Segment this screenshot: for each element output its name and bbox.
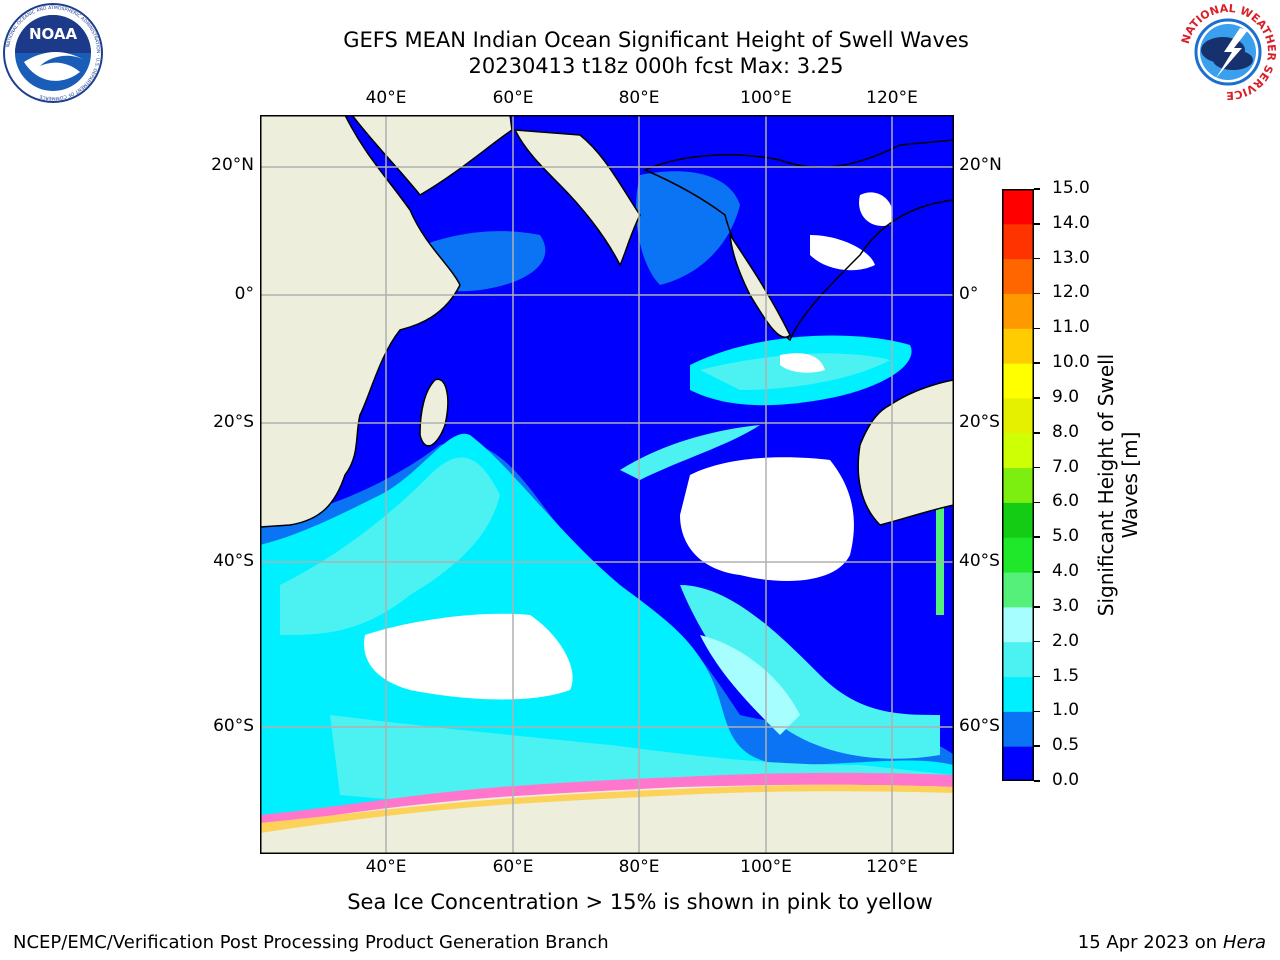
footer-credit: NCEP/EMC/Verification Post Processing Pr… — [13, 932, 609, 953]
colorbar-segment — [1002, 328, 1034, 364]
colorbar-tick — [1034, 466, 1040, 469]
colorbar-label: Significant Height of Swell Waves [m] — [1094, 353, 1142, 617]
colorbar-tick-label: 0.0 — [1052, 770, 1080, 790]
graticule — [260, 115, 954, 854]
colorbar-tick — [1034, 571, 1040, 573]
noaa-logo: NOAA NATIONAL OCEANIC AND ATMOSPHERIC AD… — [2, 2, 104, 108]
colorbar — [1002, 189, 1034, 781]
footer-host: Hera — [1222, 932, 1266, 953]
top-lon-tick-label: 40°E — [365, 88, 407, 108]
top-lon-tick-label: 60°E — [492, 88, 534, 108]
top-lon-tick-label: 120°E — [866, 88, 918, 108]
colorbar-segment — [1002, 606, 1034, 643]
colorbar-tick-label: 13.0 — [1052, 247, 1090, 268]
sea-ice-note: Sea Ice Concentration > 15% is shown in … — [347, 890, 933, 914]
colorbar-tick-label: 3.0 — [1052, 595, 1080, 616]
forecast-info: 20230413 t18z 000h fcst Max: 3.25 — [468, 54, 844, 78]
colorbar-tick — [1034, 327, 1040, 330]
colorbar-tick-label: 8.0 — [1052, 421, 1080, 442]
colorbar-tick — [1034, 292, 1040, 295]
svg-text:NOAA: NOAA — [29, 25, 78, 43]
nws-logo: NATIONAL WEATHER SERVICE — [1178, 2, 1278, 106]
colorbar-segment — [1002, 711, 1034, 747]
no-data-regions — [364, 192, 893, 700]
colorbar-tick — [1034, 257, 1040, 260]
colorbar-tick — [1034, 397, 1040, 399]
colorbar-tick-label: 4.0 — [1052, 561, 1080, 582]
sea-ice-band — [260, 772, 954, 827]
left-lat-tick-label: 60°S — [213, 716, 254, 736]
map-frame — [260, 115, 954, 854]
colorbar-segment — [1002, 467, 1034, 503]
chart-title: GEFS MEAN Indian Ocean Significant Heigh… — [343, 28, 969, 52]
colorbar-tick-label: 9.0 — [1052, 386, 1080, 407]
right-lat-tick-label: 60°S — [959, 716, 1000, 736]
colorbar-tick-label: 6.0 — [1052, 491, 1080, 512]
colorbar-tick-label: 11.0 — [1052, 317, 1090, 338]
right-lat-tick-label: 40°S — [959, 551, 1000, 571]
colorbar-tick — [1034, 710, 1040, 713]
footer-date: 15 Apr 2023 on Hera — [1077, 932, 1266, 953]
colorbar-tick — [1034, 640, 1040, 643]
colorbar-segment — [1002, 641, 1034, 678]
left-lat-tick-label: 20°N — [211, 155, 254, 175]
colorbar-tick-label: 0.5 — [1052, 735, 1080, 756]
swell-field-layers — [260, 171, 954, 854]
colorbar-tick-label: 1.5 — [1052, 665, 1080, 686]
colorbar-tick-label: 12.0 — [1052, 282, 1090, 303]
colorbar-tick-label: 5.0 — [1052, 526, 1080, 547]
colorbar-segment — [1002, 223, 1034, 260]
bottom-lon-tick-label: 40°E — [365, 857, 407, 877]
colorbar-segment — [1002, 502, 1034, 538]
bottom-lon-tick-label: 60°E — [492, 857, 534, 877]
colorbar-segment — [1002, 746, 1034, 781]
colorbar-tick — [1034, 188, 1040, 190]
bottom-lon-tick-label: 120°E — [866, 857, 918, 877]
colorbar-tick — [1034, 501, 1040, 504]
colorbar-tick — [1034, 362, 1040, 364]
colorbar-segment — [1002, 432, 1034, 469]
colorbar-segment — [1002, 676, 1034, 712]
colorbar-tick-label: 2.0 — [1052, 630, 1080, 651]
left-lat-tick-label: 20°S — [213, 412, 254, 432]
colorbar-tick-label: 15.0 — [1052, 178, 1090, 198]
colorbar-tick-label: 10.0 — [1052, 352, 1090, 373]
colorbar-tick-label: 1.0 — [1052, 700, 1080, 721]
colorbar-tick — [1034, 745, 1040, 747]
colorbar-tick — [1034, 675, 1040, 678]
bottom-lon-tick-label: 80°E — [618, 857, 660, 877]
right-lat-tick-label: 20°S — [959, 412, 1000, 432]
colorbar-tick — [1034, 223, 1040, 225]
colorbar-tick — [1034, 432, 1040, 434]
land-masses — [260, 115, 954, 854]
bottom-lon-tick-label: 100°E — [740, 857, 792, 877]
colorbar-tick — [1034, 780, 1040, 782]
colorbar-segment — [1002, 258, 1034, 294]
colorbar-tick-label: 14.0 — [1052, 212, 1090, 233]
colorbar-segment — [1002, 537, 1034, 573]
right-lat-tick-label: 20°N — [959, 155, 1002, 175]
right-lat-tick-label: 0° — [959, 284, 979, 304]
colorbar-segment — [1002, 293, 1034, 329]
left-lat-tick-label: 40°S — [213, 551, 254, 571]
top-lon-tick-label: 80°E — [618, 88, 660, 108]
colorbar-tick-label: 7.0 — [1052, 456, 1080, 477]
left-lat-tick-label: 0° — [234, 284, 254, 304]
colorbar-segment — [1002, 189, 1034, 225]
colorbar-segment — [1002, 572, 1034, 608]
colorbar-tick — [1034, 606, 1040, 608]
colorbar-segment — [1002, 363, 1034, 399]
colorbar-segment — [1002, 397, 1034, 434]
swell-height-map — [260, 115, 954, 854]
colorbar-tick — [1034, 536, 1040, 538]
top-lon-tick-label: 100°E — [740, 88, 792, 108]
